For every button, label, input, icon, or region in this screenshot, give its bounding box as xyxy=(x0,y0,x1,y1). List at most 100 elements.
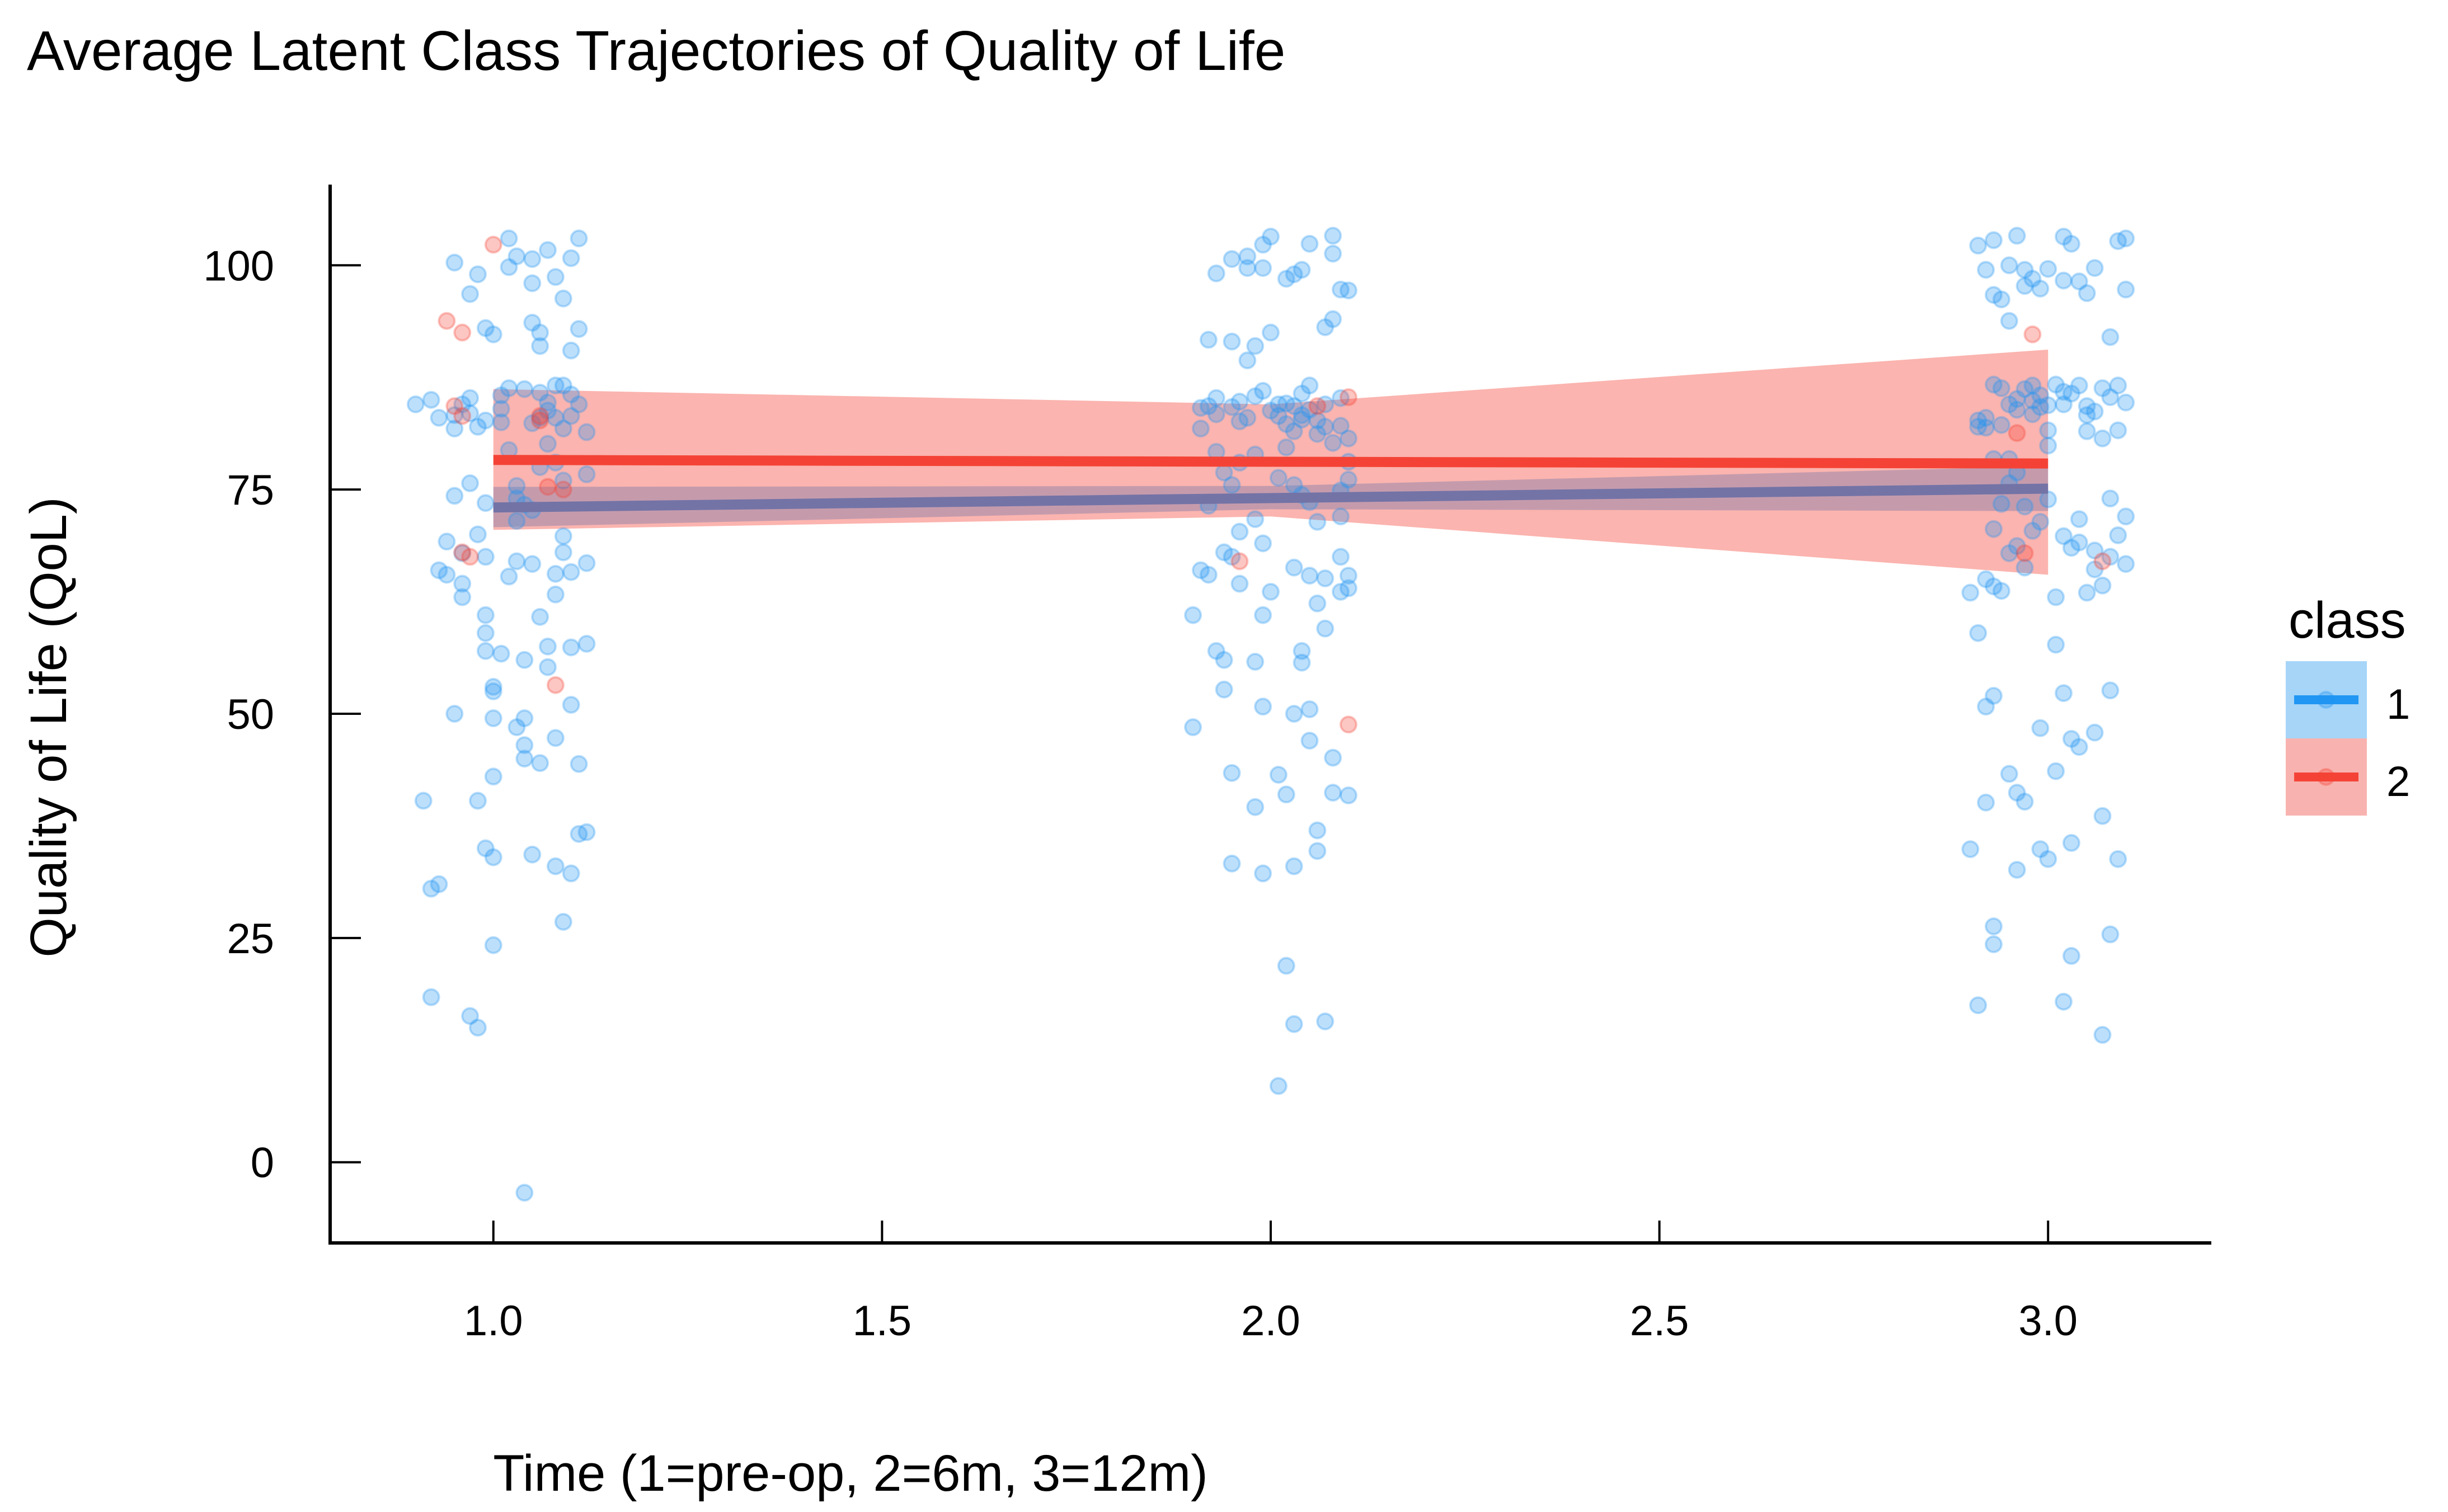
data-point-class-1 xyxy=(1977,418,1995,437)
data-point-class-1 xyxy=(562,864,580,883)
data-point-class-1 xyxy=(1223,476,1241,494)
data-point-class-1 xyxy=(1230,412,1249,431)
data-point-class-1 xyxy=(2000,765,2018,783)
data-point-class-1 xyxy=(1300,567,1319,585)
data-point-class-1 xyxy=(570,320,588,338)
data-point-class-1 xyxy=(1277,957,1295,975)
data-point-class-1 xyxy=(1293,406,1311,425)
data-point-class-1 xyxy=(2085,402,2104,421)
data-point-class-1 xyxy=(1977,793,1995,812)
data-point-class-1 xyxy=(531,754,549,773)
data-point-class-1 xyxy=(1324,748,1342,767)
data-point-class-1 xyxy=(1339,429,1357,448)
data-point-class-1 xyxy=(1238,259,1257,277)
data-point-class-1 xyxy=(476,642,495,660)
data-point-class-1 xyxy=(1269,766,1288,784)
x-tick-label: 3.0 xyxy=(2018,1297,2078,1345)
data-point-class-1 xyxy=(2008,227,2026,245)
data-point-class-1 xyxy=(2055,992,2073,1011)
data-point-class-1 xyxy=(508,718,526,737)
data-point-class-1 xyxy=(1285,857,1303,875)
data-point-class-1 xyxy=(1246,337,1265,355)
data-point-class-1 xyxy=(2062,539,2080,557)
data-point-class-1 xyxy=(1969,624,1987,642)
data-point-class-1 xyxy=(1332,417,1350,435)
scatter-points xyxy=(406,227,2135,1202)
data-point-class-1 xyxy=(1277,415,1295,434)
data-point-class-1 xyxy=(1300,234,1319,253)
data-point-class-1 xyxy=(453,588,472,606)
data-point-class-1 xyxy=(1246,653,1265,671)
data-point-class-1 xyxy=(1308,512,1327,531)
data-point-class-1 xyxy=(1191,561,1210,580)
data-point-class-1 xyxy=(422,390,440,409)
data-point-class-1 xyxy=(2078,284,2096,303)
data-point-class-1 xyxy=(570,395,588,413)
data-point-class-1 xyxy=(554,289,572,308)
data-point-class-1 xyxy=(1300,732,1319,750)
data-point-class-1 xyxy=(1316,1012,1335,1030)
data-point-class-1 xyxy=(1223,854,1241,873)
data-point-class-1 xyxy=(461,389,480,407)
data-point-class-1 xyxy=(1316,417,1335,436)
data-point-class-1 xyxy=(1254,606,1272,624)
data-point-class-1 xyxy=(2070,738,2088,756)
data-point-class-1 xyxy=(1992,379,2010,397)
data-point-class-1 xyxy=(2015,558,2034,577)
data-point-class-1 xyxy=(1230,393,1249,411)
data-point-class-1 xyxy=(1332,548,1350,566)
data-point-class-1 xyxy=(2031,840,2050,859)
data-point-class-1 xyxy=(1199,566,1218,584)
data-point-class-1 xyxy=(468,1019,487,1037)
data-point-class-1 xyxy=(1339,567,1357,585)
data-point-class-1 xyxy=(1215,651,1233,669)
data-point-class-1 xyxy=(523,250,542,269)
data-point-class-1 xyxy=(515,736,534,755)
data-point-class-1 xyxy=(2070,510,2088,529)
data-point-class-1 xyxy=(1285,705,1303,723)
data-point-class-1 xyxy=(2023,405,2042,423)
data-point-class-1 xyxy=(531,607,549,626)
data-point-class-1 xyxy=(1223,398,1241,416)
data-point-class-1 xyxy=(1285,265,1303,284)
data-point-class-1 xyxy=(1969,411,1987,430)
data-point-class-1 xyxy=(1215,680,1233,699)
data-point-class-1 xyxy=(461,404,480,422)
data-point-class-1 xyxy=(445,406,464,425)
data-point-class-1 xyxy=(1985,520,2003,538)
data-point-class-1 xyxy=(554,376,572,395)
data-point-class-1 xyxy=(484,677,502,696)
data-point-class-1 xyxy=(2000,544,2018,562)
data-point-class-1 xyxy=(1985,375,2003,394)
legend-label-class-1: 1 xyxy=(2386,681,2410,728)
data-point-class-1 xyxy=(515,1184,534,1202)
data-point-class-1 xyxy=(1332,389,1350,407)
data-point-class-1 xyxy=(508,512,526,530)
data-point-class-1 xyxy=(1308,842,1327,860)
data-point-class-1 xyxy=(500,258,518,276)
data-point-class-1 xyxy=(2093,379,2112,397)
data-point-class-1 xyxy=(1316,318,1335,336)
data-point-class-1 xyxy=(523,313,542,332)
data-point-class-1 xyxy=(1977,698,1995,716)
data-point-class-1 xyxy=(546,585,565,604)
data-point-class-1 xyxy=(1207,405,1225,423)
data-point-class-1 xyxy=(1300,700,1319,718)
legend-key-class-1-point xyxy=(2317,691,2335,709)
data-point-class-1 xyxy=(554,420,572,438)
data-point-class-1 xyxy=(2078,397,2096,416)
data-point-class-1 xyxy=(438,566,456,584)
data-point-class-1 xyxy=(438,533,456,551)
data-point-class-1 xyxy=(554,543,572,562)
data-point-class-1 xyxy=(1293,261,1311,279)
data-point-class-1 xyxy=(476,624,495,642)
data-point-class-1 xyxy=(508,247,526,266)
data-point-class-1 xyxy=(1277,785,1295,804)
data-point-class-1 xyxy=(1308,411,1327,430)
data-point-class-1 xyxy=(1285,1015,1303,1033)
y-axis-ticks: 0 25 50 75 100 xyxy=(203,242,361,1187)
data-point-class-1 xyxy=(1207,642,1225,660)
data-point-class-1 xyxy=(1285,558,1303,577)
data-point-class-1 xyxy=(2117,555,2135,573)
